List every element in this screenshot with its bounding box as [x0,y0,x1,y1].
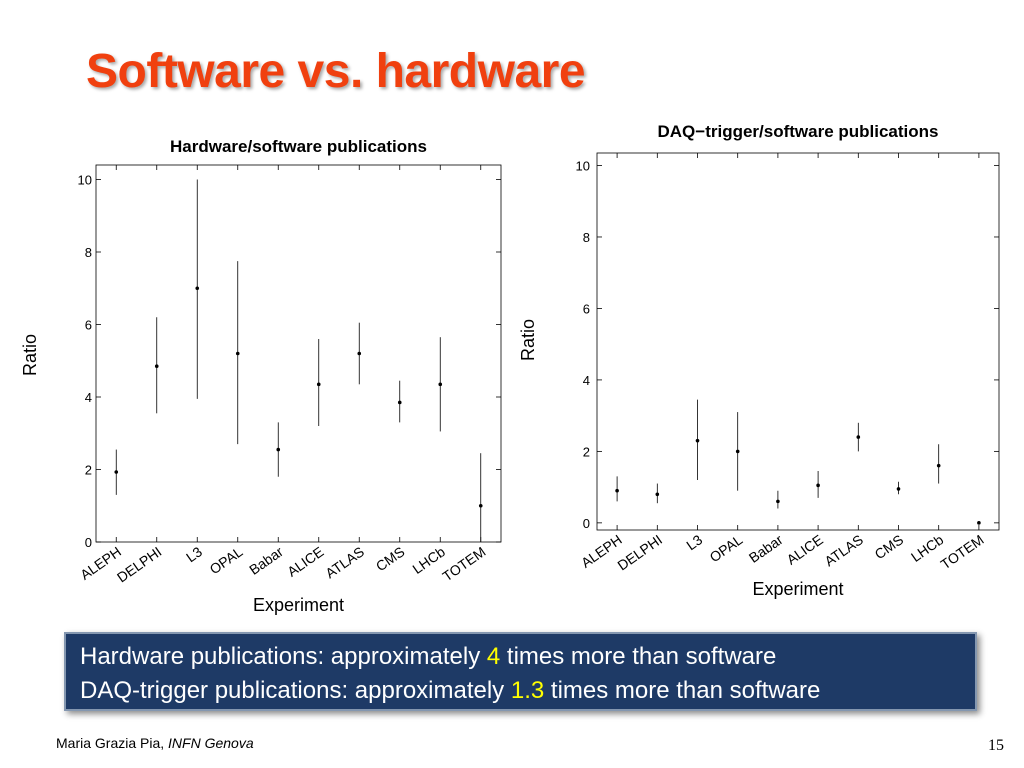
x-tick-label: ALICE [783,531,825,567]
x-tick-label: L3 [683,531,705,553]
summary-box: Hardware publications: approximately 4 t… [64,632,977,711]
x-axis-label: Experiment [752,579,843,599]
y-tick-label: 2 [85,463,92,478]
summary-value-daq: 1.3 [510,677,545,704]
data-point [276,447,281,452]
summary-line-daq: DAQ-trigger publications: approximately … [80,674,975,708]
data-point [397,400,402,405]
summary-line2-prefix: DAQ-trigger publications: approximately [80,677,511,704]
y-tick-label: 10 [576,159,590,174]
x-tick-label: DELPHI [614,531,665,573]
page-number: 15 [988,737,1004,754]
data-point [615,488,619,493]
y-axis-label: Ratio [20,334,40,376]
y-tick-label: 0 [85,535,92,550]
slide-title: Software vs. hardware [86,45,586,98]
data-point [316,382,321,387]
data-point [114,470,119,474]
summary-line1-suffix: times more than software [500,643,777,670]
x-tick-label: OPAL [706,531,745,565]
y-tick-label: 0 [583,516,590,531]
data-point [735,449,740,454]
data-point [154,364,159,368]
footer-institution: INFN Genova [168,735,254,751]
y-tick-label: 6 [583,301,590,316]
x-tick-label: Babar [746,531,786,566]
plot-frame [95,164,502,543]
plot-frame [596,152,1000,531]
data-point [357,351,362,356]
data-point [695,438,700,443]
x-tick-label: CMS [872,531,907,562]
summary-value-hardware: 4 [486,643,501,670]
summary-line-hardware: Hardware publications: approximately 4 t… [80,640,975,674]
y-tick-label: 4 [85,390,92,405]
chart-title: Hardware/software publications [170,137,427,156]
summary-line2-suffix: times more than software [544,677,821,704]
data-point [235,351,240,356]
x-tick-label: ATLAS [821,531,866,569]
footer-author: Maria Grazia Pia, INFN Genova [56,735,254,751]
data-point [195,286,200,291]
chart-title: DAQ−trigger/software publications [657,122,938,141]
y-tick-label: 6 [85,318,92,333]
data-point [936,463,941,468]
data-point [478,503,483,508]
y-tick-label: 4 [583,373,590,388]
x-axis-label: Experiment [253,595,344,615]
y-tick-label: 8 [583,230,590,245]
y-axis-label: Ratio [518,319,538,361]
summary-line1-prefix: Hardware publications: approximately [80,643,487,670]
footer-author-name: Maria Grazia Pia, [56,735,169,751]
data-point [776,499,780,504]
data-point [977,521,981,525]
data-point [655,492,660,497]
y-tick-label: 8 [85,245,92,260]
data-point [856,435,861,439]
y-tick-label: 10 [78,173,92,188]
data-point [816,483,820,488]
data-point [438,382,443,387]
x-tick-label: TOTEM [938,531,987,572]
data-point [896,487,901,491]
y-tick-label: 2 [583,444,590,459]
